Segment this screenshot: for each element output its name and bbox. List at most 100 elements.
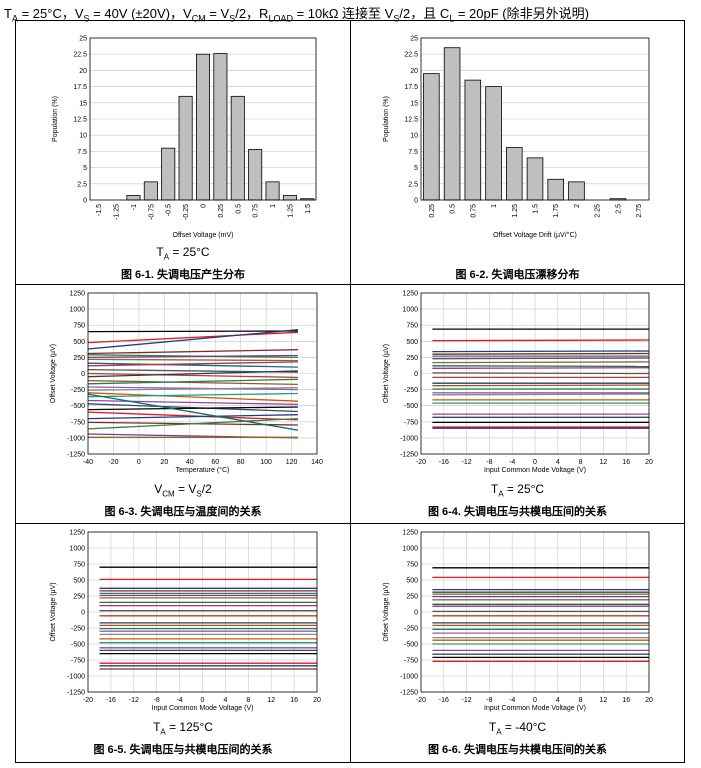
y-tick-label: 1250 [402, 291, 418, 298]
y-tick-label: 15 [79, 100, 87, 107]
x-tick-label: -8 [486, 459, 492, 466]
series-line [87, 406, 298, 411]
x-axis-label: Offset Voltage Drift (µV/°C) [493, 231, 577, 239]
y-tick-label: 2.5 [408, 181, 418, 188]
x-tick-label: 16 [622, 459, 630, 466]
panel-offset-vs-cm-125c: -1250 -1000 -750 -500 -250 0 250 500 750 1000 1250… [16, 524, 350, 762]
figure-caption: 图 6-4. 失调电压与共模电压间的关系 [427, 506, 608, 518]
series-line [87, 358, 298, 362]
x-tick-label: 80 [237, 459, 245, 466]
x-tick-label: -16 [439, 459, 449, 466]
bar [464, 79, 482, 201]
y-tick-label: 25 [79, 36, 87, 43]
x-tick-label: 1 [491, 204, 498, 208]
y-tick-label: 15 [410, 100, 418, 107]
x-tick-label: 100 [260, 459, 272, 466]
y-tick-label: 10 [79, 133, 87, 140]
figure-caption: 图 6-2. 失调电压漂移分布 [455, 269, 580, 281]
bar [505, 147, 523, 201]
x-tick-label: 12 [600, 697, 608, 704]
x-tick-label: -1.5 [96, 204, 103, 216]
x-tick-label: 4 [556, 697, 560, 704]
y-tick-label: 1000 [402, 546, 418, 553]
x-tick-label: -4 [176, 697, 182, 704]
x-tick-label: 20 [313, 697, 321, 704]
x-tick-label: 1 [270, 204, 277, 208]
plot-frame [87, 292, 318, 455]
frame-right [684, 20, 685, 763]
x-tick-label: 2.25 [595, 204, 602, 218]
series-line [87, 417, 298, 430]
panel-offset-voltage-distribution: 0 2.5 5 7.5 10 12.5 15 17.5 20 22.5 25 Population (… [16, 21, 350, 284]
y-tick-label: 500 [73, 339, 85, 346]
series-line [87, 361, 298, 367]
series-line [432, 372, 650, 375]
panel-offset-vs-temperature: -1250 -1000 -750 -500 -250 0 250 500 750 1000 1250… [16, 285, 350, 523]
y-tick-label: -250 [71, 387, 85, 394]
plot-frame [420, 292, 650, 455]
series-line [87, 349, 298, 355]
series-line [87, 362, 298, 368]
bar [265, 181, 280, 201]
figure-caption: 图 6-3. 失调电压与温度间的关系 [104, 506, 262, 518]
y-axis-label: Offset Voltage (µV) [50, 582, 57, 641]
panel-offset-vs-cm-25c: -1250 -1000 -750 -500 -250 0 250 500 750 1000 1250… [351, 285, 684, 523]
x-tick-label: 8 [579, 459, 583, 466]
x-tick-label: 120 [286, 459, 298, 466]
x-tick-label: -12 [462, 459, 472, 466]
x-tick-label: -4 [509, 459, 515, 466]
x-tick-label: 8 [246, 697, 250, 704]
y-axis-label: Population (%) [383, 96, 390, 142]
series-line [87, 392, 298, 398]
y-tick-label: 17.5 [73, 84, 87, 91]
series-line [87, 329, 298, 350]
series-line [432, 350, 650, 353]
bar [195, 53, 211, 201]
y-tick-label: -500 [404, 642, 418, 649]
series-line [432, 357, 650, 360]
x-tick-label: 0.75 [470, 204, 477, 218]
x-tick-label: 4 [223, 697, 227, 704]
y-tick-label: -250 [404, 387, 418, 394]
x-tick-label: 20 [645, 459, 653, 466]
y-tick-label: 1000 [402, 307, 418, 314]
x-tick-label: 2.75 [636, 204, 643, 218]
series-line [432, 393, 650, 396]
x-tick-label: 1.25 [512, 204, 519, 218]
x-tick-label: -0.25 [183, 204, 190, 220]
y-tick-label: 5 [414, 165, 418, 172]
y-tick-label: 0 [83, 198, 87, 205]
x-tick-label: 8 [579, 697, 583, 704]
x-tick-label: 0 [533, 459, 537, 466]
y-tick-label: 2.5 [77, 181, 87, 188]
chart-offset-vs-temperature: -1250-1000-750-500-250025050075010001250… [50, 291, 323, 475]
y-tick-label: 0 [81, 610, 85, 617]
x-tick-label: -20 [416, 697, 426, 704]
bar [213, 53, 228, 201]
bar [161, 147, 176, 201]
x-axis-label: Input Common Mode Voltage (V) [484, 705, 586, 712]
x-tick-label: 0.25 [218, 204, 225, 218]
x-tick-label: 1.5 [533, 204, 540, 214]
x-axis-label: Offset Voltage (mV) [173, 232, 234, 239]
panel-offset-vs-cm-minus40c: -1250 -1000 -750 -500 -250 0 250 500 750 1000 1250… [351, 524, 684, 762]
bar [423, 73, 440, 201]
x-axis-label: Input Common Mode Voltage (V) [152, 705, 254, 712]
x-tick-label: -20 [83, 697, 93, 704]
x-tick-label: -1 [131, 204, 138, 210]
series-line [432, 367, 650, 369]
x-tick-label: -20 [108, 459, 118, 466]
x-tick-label: 20 [645, 697, 653, 704]
x-tick-label: 2.5 [615, 204, 622, 214]
plot-frame [420, 37, 650, 201]
y-tick-label: 7.5 [77, 149, 87, 156]
y-axis-label: Population (%) [52, 96, 59, 142]
series-line [87, 393, 299, 431]
plot-frame [420, 531, 650, 693]
y-tick-label: 1250 [69, 530, 85, 537]
series-line [87, 370, 298, 378]
bar [443, 47, 461, 201]
series-line [87, 331, 298, 344]
y-tick-label: 25 [410, 36, 418, 43]
